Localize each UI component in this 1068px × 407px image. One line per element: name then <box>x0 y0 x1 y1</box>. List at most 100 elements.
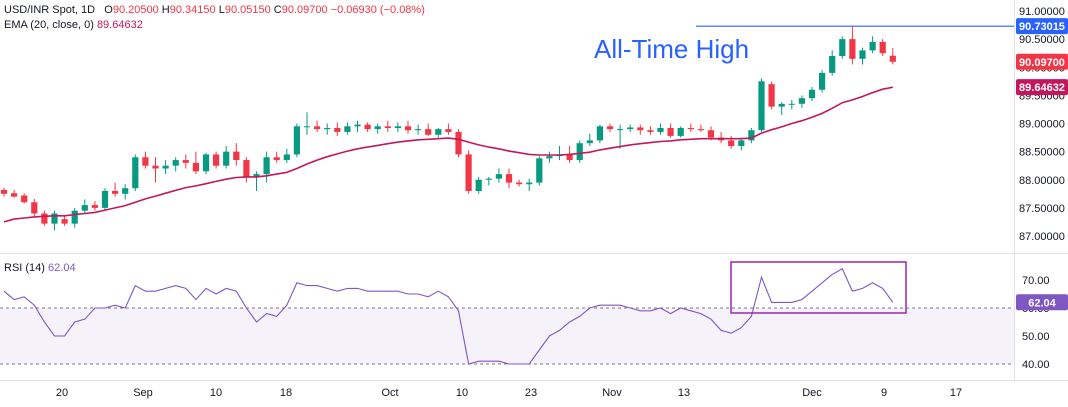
candle-body <box>202 154 210 172</box>
candle <box>293 123 300 158</box>
candle <box>697 124 704 132</box>
candle <box>788 99 795 110</box>
legend-close-value: 90.09700 <box>281 4 328 16</box>
candle-body <box>21 195 28 203</box>
candle <box>384 120 391 132</box>
candle-body <box>485 178 492 180</box>
candle-body <box>758 81 765 131</box>
candle <box>324 123 331 135</box>
candle <box>526 178 533 191</box>
candle-body <box>697 129 704 131</box>
candle <box>505 168 513 189</box>
candle <box>243 157 250 183</box>
candle <box>21 193 28 204</box>
rsi-line <box>3 268 894 365</box>
candle-body <box>283 154 290 161</box>
candle-body <box>354 124 361 127</box>
candle-body <box>627 127 634 130</box>
candle <box>314 120 321 132</box>
rsi-highlight-box <box>730 261 907 314</box>
candle <box>253 171 260 191</box>
candle-body <box>748 130 755 141</box>
price-tick-label: 91.00000 <box>1019 6 1065 18</box>
candle-body <box>546 156 553 159</box>
candle-body <box>314 126 321 130</box>
candle-body <box>435 129 442 135</box>
ema-legend-value: 89.64632 <box>96 19 143 31</box>
candle-body <box>101 191 109 208</box>
candle-body <box>122 188 129 194</box>
candle-body <box>788 103 795 105</box>
candle <box>122 184 129 200</box>
price-tick-label: 90.50000 <box>1019 34 1065 46</box>
candle <box>819 70 826 93</box>
candle-body <box>384 126 391 128</box>
candle-body <box>475 179 482 191</box>
time-tick-label: 10 <box>210 387 222 399</box>
ath-price-tag-bg <box>1016 18 1068 35</box>
time-tick-label: 20 <box>56 387 68 399</box>
candle-body <box>677 128 684 136</box>
candle <box>657 123 664 135</box>
candle <box>81 199 88 214</box>
candle <box>485 176 492 186</box>
candle <box>41 210 48 226</box>
rsi-value-tag: 62.04 <box>1028 297 1056 309</box>
candle-body <box>182 160 189 163</box>
candle-body <box>415 129 422 131</box>
candle-body <box>859 50 866 59</box>
candle <box>334 122 341 136</box>
time-tick-label: Nov <box>602 387 622 399</box>
candle <box>162 160 169 175</box>
candle-body <box>637 127 644 131</box>
candle-body <box>576 143 583 161</box>
candle-body <box>71 210 78 224</box>
candle-body <box>606 126 614 130</box>
candle <box>213 151 220 169</box>
candle <box>869 36 876 54</box>
candle <box>778 102 785 116</box>
candle <box>617 124 624 149</box>
candle <box>202 152 210 175</box>
candle <box>808 86 816 101</box>
candle <box>667 123 674 138</box>
candle <box>596 124 603 144</box>
candle-body <box>889 55 896 62</box>
legend-open-value: 90.20500 <box>112 4 159 16</box>
candle-body <box>455 131 462 155</box>
candle-body <box>394 126 401 128</box>
candle-body <box>374 126 381 130</box>
candle <box>31 198 38 217</box>
rsi-tick-label: 40.00 <box>1022 359 1050 371</box>
candle <box>829 50 836 76</box>
candle <box>344 122 351 135</box>
candle <box>859 47 866 65</box>
candle <box>303 112 311 135</box>
candle-body <box>81 205 88 211</box>
candle <box>586 133 593 146</box>
all-time-high-annotation: All-Time High <box>594 34 750 64</box>
candle-body <box>243 160 250 177</box>
candle-body <box>324 128 331 130</box>
candle <box>354 120 361 132</box>
candle-body <box>839 39 846 56</box>
candle-body <box>51 213 58 224</box>
candle <box>637 124 644 135</box>
candle <box>687 123 694 132</box>
candle-body <box>253 174 260 177</box>
candle-body <box>364 124 371 130</box>
candle-body <box>869 41 876 51</box>
time-tick-label: Sep <box>133 387 153 399</box>
candle-body <box>425 129 432 135</box>
candle-body <box>41 213 48 224</box>
candle-body <box>0 189 8 194</box>
candle <box>627 124 634 132</box>
candle <box>576 140 583 163</box>
rsi-legend-label: RSI (14) <box>4 262 45 274</box>
candle <box>71 207 78 228</box>
time-tick-label: Oct <box>381 387 398 399</box>
rsi-tick-label: 50.00 <box>1022 331 1050 343</box>
candle-body <box>213 154 220 166</box>
candle-body <box>879 41 886 54</box>
candle-body <box>778 103 785 107</box>
